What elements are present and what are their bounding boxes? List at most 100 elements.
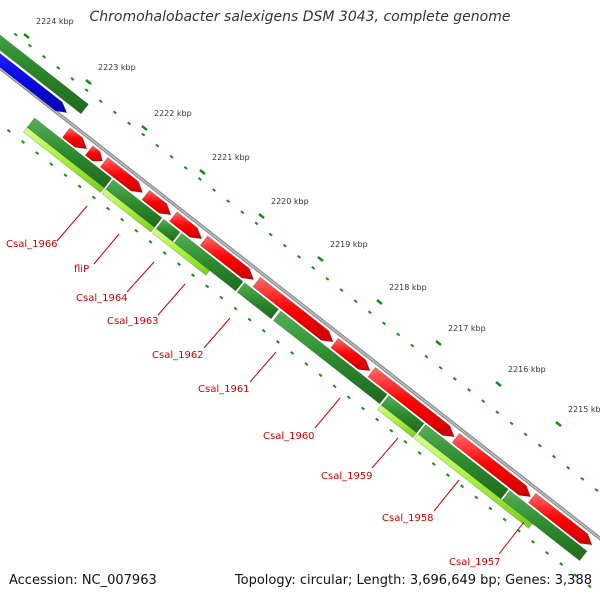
gene-label: Csal_1959 <box>321 471 373 482</box>
kbp-label: 2221 kbp <box>212 153 250 162</box>
scale-dot <box>424 354 429 359</box>
inner-dot <box>360 406 365 411</box>
inner-dot <box>63 173 68 178</box>
gene-label: Csal_1960 <box>263 431 315 442</box>
scale-dot <box>42 54 47 59</box>
kbp-label: 2218 kbp <box>389 283 427 292</box>
scale-dot <box>438 365 443 370</box>
scale-dot <box>112 110 117 115</box>
inner-dot <box>488 506 493 511</box>
kbp-tick <box>23 33 30 39</box>
forward-cds-7 <box>252 276 334 343</box>
inner-dot <box>261 328 266 333</box>
forward-cds-4 <box>141 189 172 216</box>
gene-label: Csal_1957 <box>449 557 501 568</box>
kbp-tick <box>317 256 324 262</box>
kbp-label: 2215 kbp <box>568 405 600 414</box>
upstream-green-cds <box>0 34 89 115</box>
scale-dot <box>367 310 372 315</box>
reverse-cds-6 <box>272 310 388 405</box>
scale-dot <box>56 66 61 70</box>
scale-dot <box>325 277 330 281</box>
gene-leader-line <box>203 317 231 349</box>
forward-cds-11 <box>527 492 593 546</box>
gene-leader-line <box>249 351 277 383</box>
forward-cds-9 <box>367 366 455 438</box>
gene-leader-line <box>433 479 460 512</box>
inner-dot <box>587 584 592 589</box>
inner-dot <box>162 251 167 255</box>
kbp-tick <box>85 79 92 85</box>
inner-dot <box>49 162 54 167</box>
reverse-cds-light-4 <box>377 404 418 439</box>
gene-leader-line <box>93 233 120 265</box>
inner-dot <box>176 262 181 267</box>
topology-summary: Topology: circular; Length: 3,696,649 bp… <box>234 573 592 588</box>
inner-dot <box>275 340 280 344</box>
kbp-tick <box>141 125 148 131</box>
scale-dot <box>523 432 528 437</box>
gene-leader-line <box>314 397 341 429</box>
inner-dot <box>106 206 111 211</box>
inner-dot <box>460 484 465 489</box>
kbp-label: 2224 kbp <box>36 17 74 26</box>
gene-label: Csal_1961 <box>198 384 250 395</box>
gene-label: Csal_1958 <box>382 513 434 524</box>
gene-leader-line <box>371 437 399 469</box>
scale-dot <box>551 454 556 459</box>
inner-dot <box>290 351 295 355</box>
inner-dot <box>445 473 450 478</box>
kbp-label: 2222 kbp <box>154 109 192 118</box>
scale-dot <box>155 143 160 148</box>
scale-dot <box>452 377 457 381</box>
forward-cds-2 <box>84 145 103 162</box>
scale-dot <box>594 488 599 492</box>
forward-cds-8 <box>330 337 371 372</box>
kbp-tick <box>495 381 502 387</box>
gene-leader-line <box>126 261 155 293</box>
kbp-tick <box>258 213 265 219</box>
gene-leader-line <box>56 205 88 242</box>
inner-dot <box>545 551 550 555</box>
inner-dot <box>559 562 564 566</box>
scale-dot <box>254 221 259 226</box>
inner-dot <box>191 273 195 278</box>
inner-dot <box>304 362 309 366</box>
scale-dot <box>13 32 18 37</box>
scale-dot <box>84 88 89 92</box>
forward-cds-6 <box>199 235 254 280</box>
scale-dot <box>467 388 471 392</box>
inner-dot <box>134 228 139 233</box>
inner-dot <box>318 373 323 378</box>
scale-dot <box>509 421 514 426</box>
kbp-label: 2217 kbp <box>448 324 486 333</box>
inner-dot <box>205 284 210 289</box>
inner-dot <box>431 462 436 466</box>
gene-label: Csal_1964 <box>76 293 128 304</box>
kbp-tick <box>376 299 383 305</box>
inner-dot <box>375 417 380 422</box>
scale-dot <box>197 177 202 181</box>
scale-dot <box>183 165 188 170</box>
upstream-blue-cds <box>0 52 68 113</box>
inner-dot <box>573 573 578 577</box>
gene-label: fliP <box>74 264 89 275</box>
inner-dot <box>21 140 26 144</box>
kbp-label: 2219 kbp <box>330 240 368 249</box>
inner-dot <box>502 517 507 522</box>
scale-dot <box>212 188 217 192</box>
inner-dot <box>403 439 408 444</box>
scale-dot <box>339 288 344 292</box>
inner-dot <box>77 184 82 189</box>
gene-leader-line <box>157 283 186 316</box>
scale-dot <box>70 77 75 81</box>
forward-cds-3 <box>99 157 144 193</box>
reverse-cds-light-1 <box>22 126 105 194</box>
reverse-cds-5 <box>236 282 279 320</box>
forward-cds-1 <box>62 127 88 150</box>
scale-dot <box>240 210 245 215</box>
reverse-cds-light-2 <box>101 188 156 233</box>
inner-dot <box>332 384 337 389</box>
reverse-cds-9 <box>501 490 588 562</box>
